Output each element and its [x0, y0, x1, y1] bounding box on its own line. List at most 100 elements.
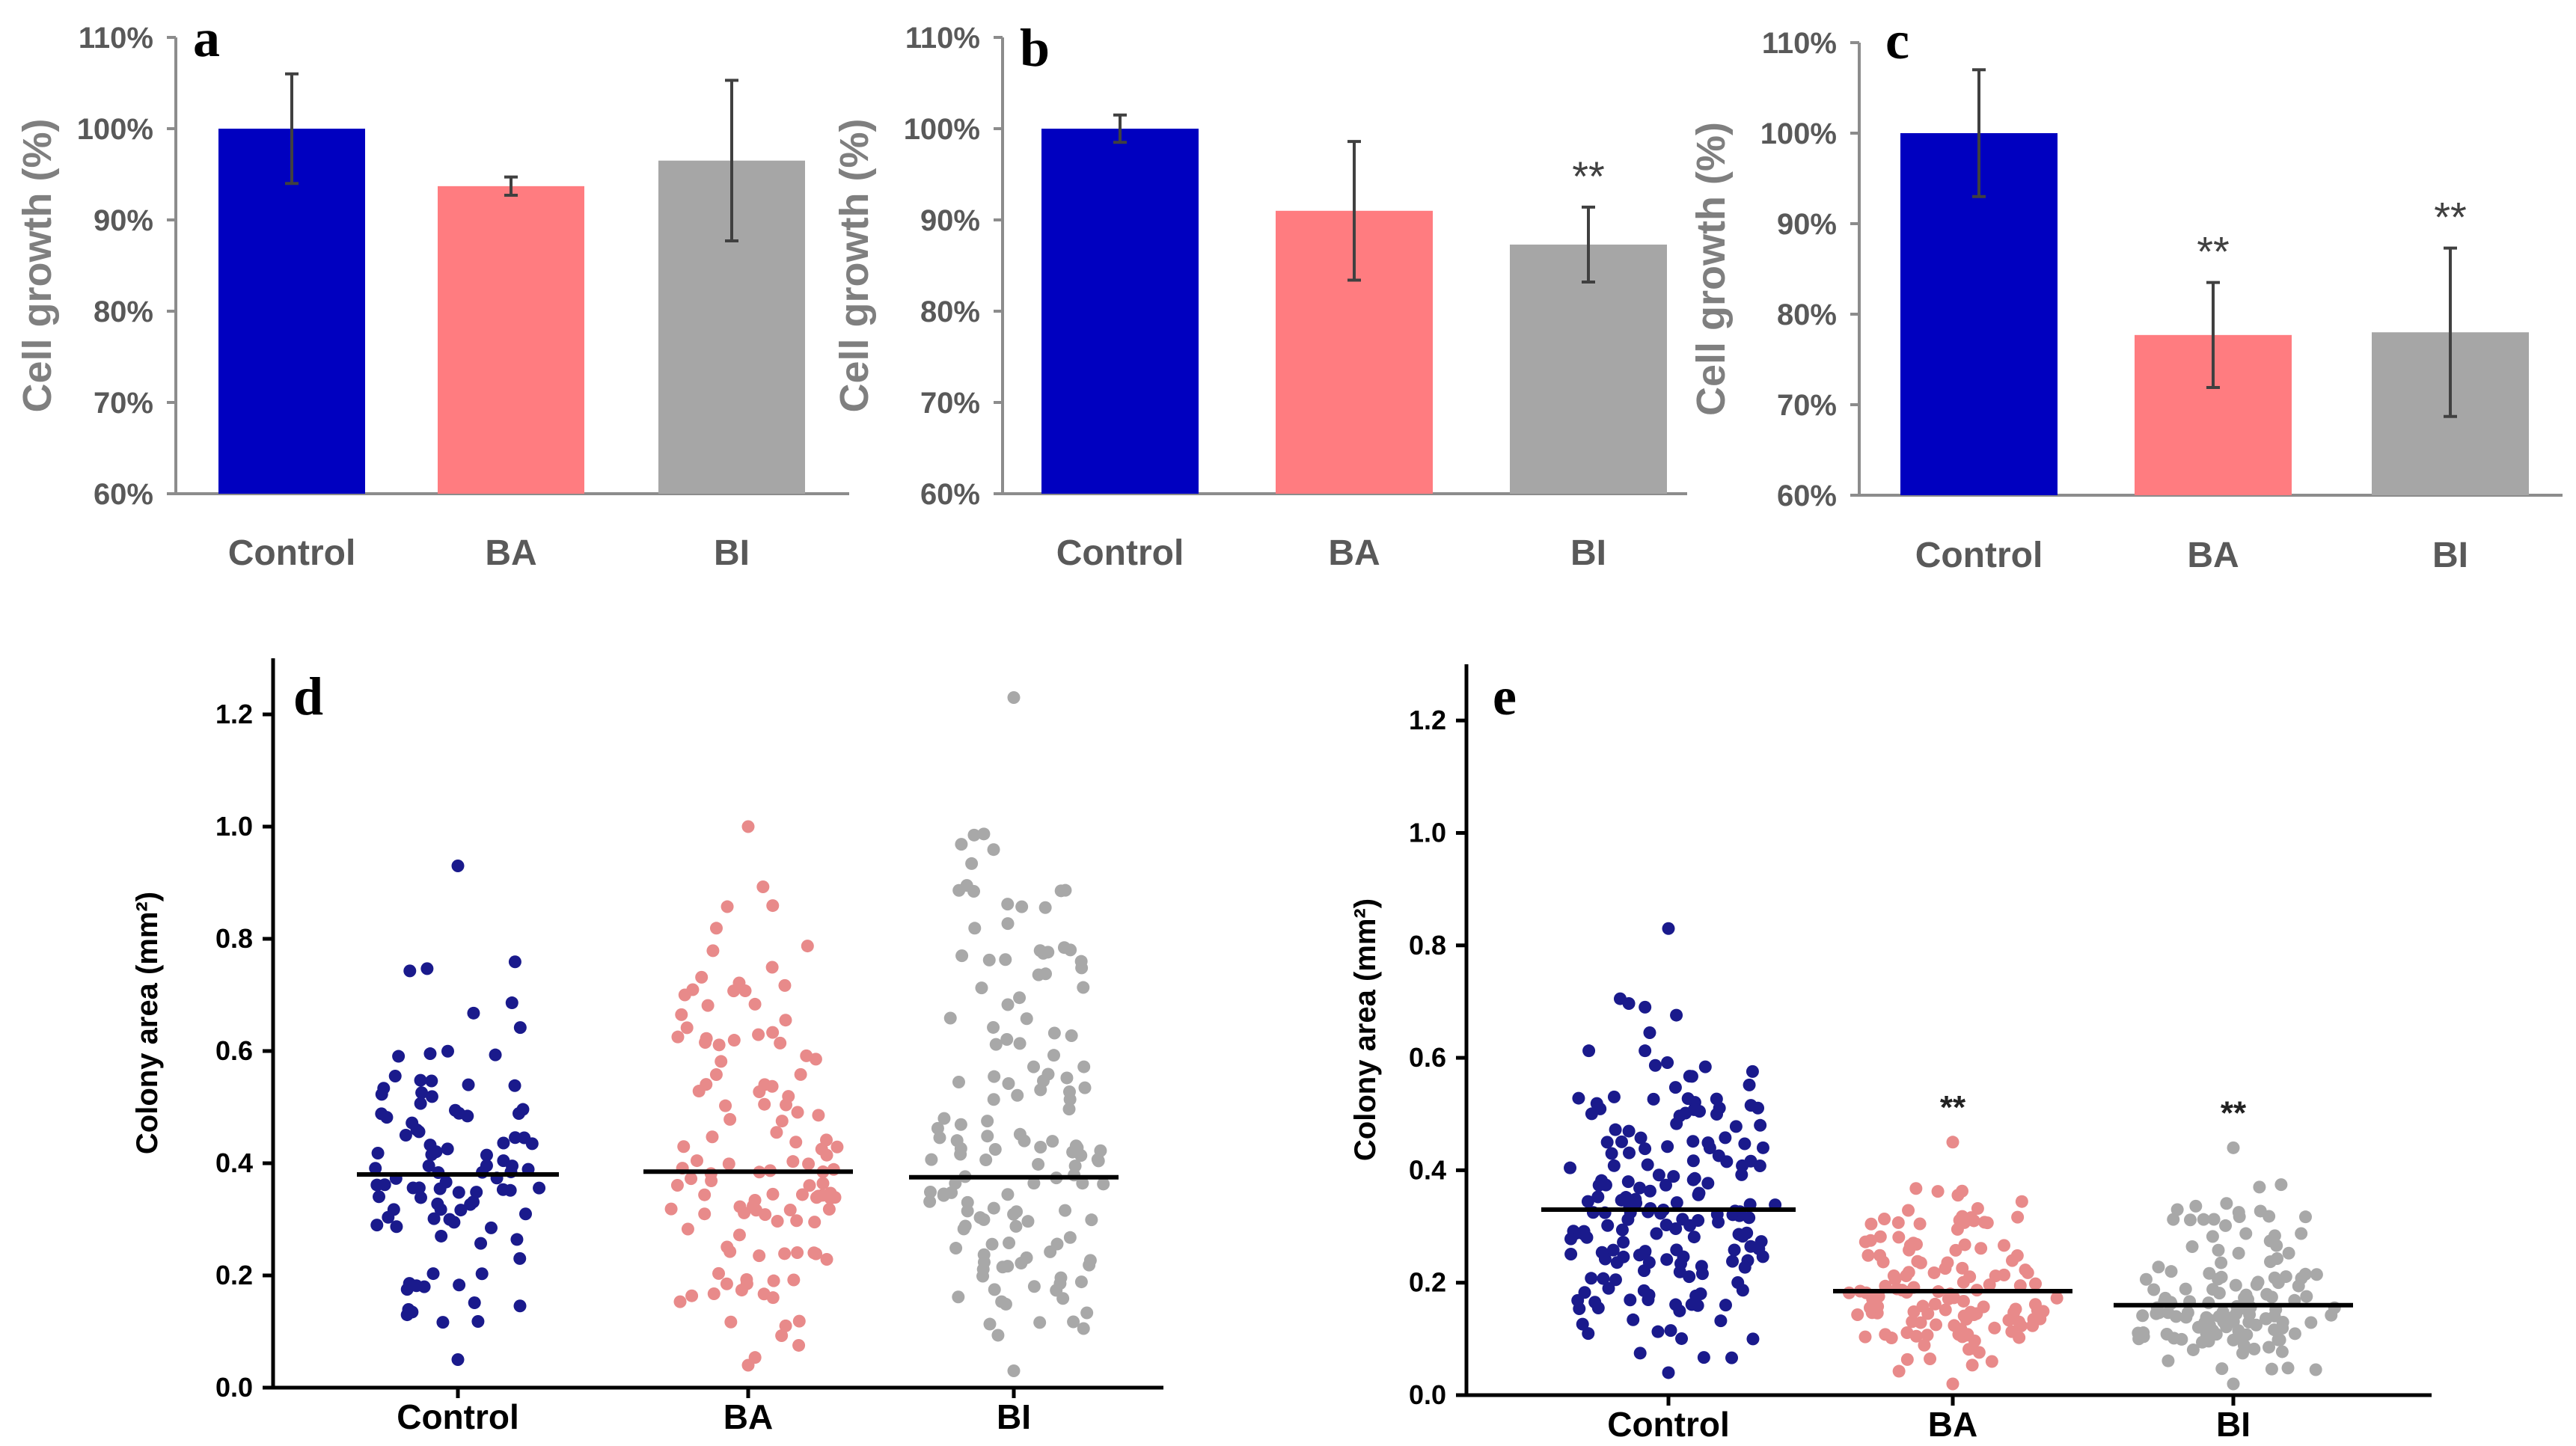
data-point	[1861, 1249, 1875, 1262]
data-point	[2237, 1338, 2251, 1352]
data-point	[451, 860, 465, 872]
y-tick-label: 80%	[1777, 298, 1837, 331]
data-point	[371, 1146, 385, 1159]
data-point	[756, 880, 770, 893]
data-point	[1582, 1044, 1596, 1058]
data-point	[976, 1269, 990, 1283]
data-point	[1032, 1157, 1045, 1171]
data-point	[412, 1181, 426, 1195]
x-category-label: Control	[397, 1397, 519, 1436]
data-point	[2243, 1308, 2257, 1321]
data-point	[1564, 1232, 1578, 1246]
data-point	[721, 900, 734, 913]
data-point	[1951, 1189, 1965, 1202]
data-point	[681, 1222, 694, 1236]
data-point	[1661, 1056, 1674, 1070]
data-point	[937, 1187, 950, 1201]
data-point	[2282, 1246, 2295, 1260]
data-point	[403, 1277, 416, 1290]
data-point	[954, 1148, 967, 1161]
data-point	[1726, 1254, 1740, 1268]
data-point	[1047, 1026, 1061, 1040]
data-point	[1980, 1216, 1994, 1230]
data-point	[2227, 1315, 2240, 1329]
data-point	[795, 1188, 809, 1201]
data-point	[1756, 1141, 1769, 1154]
significance-marker: **	[1940, 1089, 1966, 1126]
data-point	[1695, 1267, 1709, 1281]
data-point	[794, 1067, 807, 1081]
data-point	[724, 1315, 738, 1329]
data-point	[370, 1219, 384, 1232]
data-point	[1077, 1322, 1090, 1335]
data-point	[1062, 1085, 1076, 1098]
data-point	[513, 1252, 527, 1265]
data-point	[779, 1014, 792, 1027]
data-point	[1591, 1190, 1605, 1204]
data-point	[510, 1233, 524, 1246]
data-point	[1597, 1272, 1610, 1285]
data-point	[1056, 1292, 1070, 1305]
data-point	[1564, 1247, 1578, 1260]
data-point	[732, 1228, 746, 1242]
data-point	[1906, 1315, 1919, 1329]
data-point	[791, 1246, 804, 1259]
significance-marker: **	[2197, 228, 2230, 275]
data-point	[1713, 1101, 1726, 1115]
data-point	[1998, 1239, 2011, 1252]
data-point	[1659, 1178, 1673, 1192]
data-point	[675, 1008, 688, 1021]
data-point	[685, 1289, 699, 1302]
data-point	[464, 1198, 477, 1211]
dot-group-ba	[1842, 1136, 2063, 1391]
data-point	[983, 1317, 997, 1331]
data-point	[1080, 1306, 1094, 1320]
data-point	[423, 1139, 437, 1152]
data-point	[977, 1213, 991, 1226]
data-point	[766, 1026, 780, 1039]
y-tick-label: 100%	[77, 113, 153, 146]
data-point	[2185, 1240, 2199, 1254]
data-point	[2251, 1275, 2265, 1289]
data-point	[1621, 1175, 1635, 1189]
data-point	[981, 1115, 994, 1128]
data-point	[518, 1207, 532, 1221]
data-point	[2292, 1279, 2305, 1293]
data-point	[1698, 1060, 1712, 1073]
data-point	[453, 1106, 466, 1120]
data-point	[512, 1106, 525, 1120]
data-point	[467, 1006, 480, 1020]
data-point	[1627, 1313, 1640, 1326]
data-point	[1582, 1327, 1595, 1341]
data-point	[390, 1220, 403, 1234]
data-point	[1605, 1147, 1618, 1160]
data-point	[1946, 1136, 1959, 1149]
data-point	[1670, 1196, 1683, 1210]
data-point	[1985, 1355, 1998, 1368]
y-tick-label: 90%	[1777, 208, 1837, 241]
data-point	[1967, 1214, 1980, 1228]
data-point	[1963, 1270, 1977, 1284]
data-point	[2265, 1362, 2278, 1376]
data-point	[1060, 1071, 1074, 1085]
data-point	[470, 1186, 483, 1199]
data-point	[2147, 1283, 2161, 1296]
data-point	[1683, 1219, 1697, 1232]
x-category-label: BI	[2216, 1405, 2251, 1444]
data-point	[758, 1097, 771, 1111]
data-point	[2215, 1256, 2228, 1269]
data-point	[2011, 1210, 2025, 1224]
data-point	[937, 1112, 951, 1125]
x-category-label: Control	[1607, 1405, 1730, 1444]
data-point	[2263, 1210, 2276, 1223]
data-point	[1002, 1076, 1015, 1090]
data-point	[735, 1284, 748, 1297]
data-point	[373, 1190, 386, 1204]
data-point	[1020, 1251, 1033, 1264]
data-point	[1585, 1272, 1598, 1285]
x-category-label: BI	[997, 1397, 1031, 1436]
data-point	[1743, 1078, 1756, 1091]
data-point	[423, 1047, 437, 1061]
data-point	[752, 1028, 765, 1041]
